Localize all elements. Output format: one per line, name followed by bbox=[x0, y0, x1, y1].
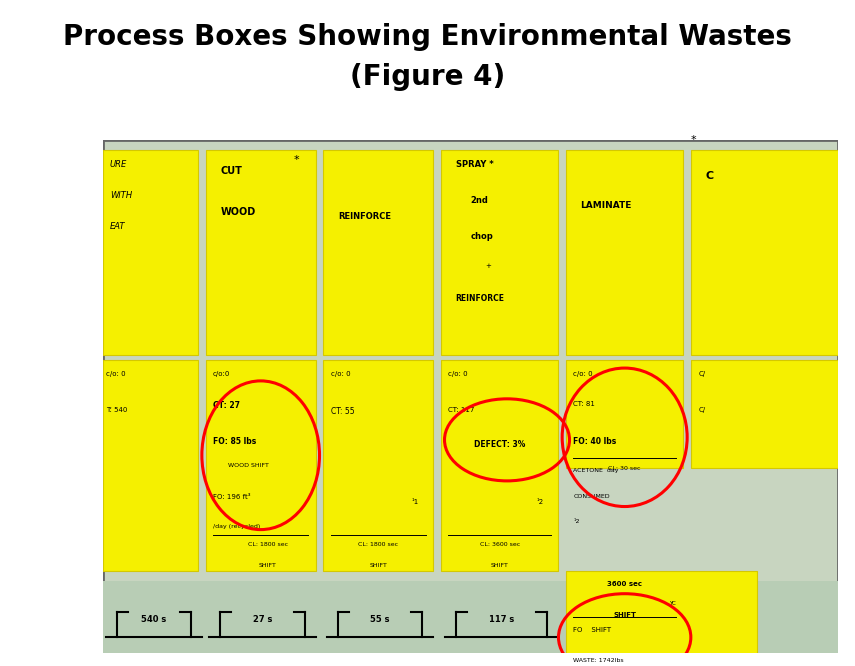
Text: SHIFT: SHIFT bbox=[613, 611, 636, 617]
FancyBboxPatch shape bbox=[103, 581, 838, 653]
Text: C/: C/ bbox=[699, 406, 705, 412]
Text: CT: 81: CT: 81 bbox=[573, 402, 595, 408]
Text: c/o: 0: c/o: 0 bbox=[331, 370, 351, 377]
Text: ¹1: ¹1 bbox=[411, 499, 419, 505]
Text: c/o:0: c/o:0 bbox=[213, 370, 230, 377]
FancyBboxPatch shape bbox=[441, 150, 558, 355]
FancyBboxPatch shape bbox=[323, 360, 433, 571]
Text: CL: 3600 sec: CL: 3600 sec bbox=[480, 542, 520, 547]
Text: CL: 1800 sec: CL: 1800 sec bbox=[248, 542, 288, 547]
Text: ACETONE  day: ACETONE day bbox=[573, 468, 619, 473]
Text: c/o: 0: c/o: 0 bbox=[573, 370, 593, 377]
FancyBboxPatch shape bbox=[566, 571, 757, 666]
Text: REINFORCE: REINFORCE bbox=[456, 294, 504, 303]
Text: 540 s: 540 s bbox=[141, 615, 167, 624]
Text: SHIFT: SHIFT bbox=[369, 563, 387, 568]
Text: c/o: 0: c/o: 0 bbox=[106, 370, 126, 377]
Text: 55 s: 55 s bbox=[370, 615, 390, 624]
Text: C: C bbox=[705, 170, 714, 180]
Text: WOOD: WOOD bbox=[221, 206, 256, 216]
Text: CUT: CUT bbox=[221, 166, 242, 176]
Text: (Figure 4): (Figure 4) bbox=[350, 63, 505, 91]
FancyBboxPatch shape bbox=[691, 150, 838, 355]
Text: /day (recycled): /day (recycled) bbox=[213, 525, 260, 529]
Text: CL: 1800 sec: CL: 1800 sec bbox=[358, 542, 398, 547]
Text: URE: URE bbox=[110, 161, 127, 169]
Text: YC: YC bbox=[669, 601, 675, 607]
Text: +: + bbox=[485, 263, 491, 269]
Text: SHIFT: SHIFT bbox=[491, 563, 509, 568]
Text: WOOD SHIFT: WOOD SHIFT bbox=[227, 463, 268, 468]
Text: 27 s: 27 s bbox=[253, 615, 272, 624]
Text: ¹2: ¹2 bbox=[536, 499, 544, 505]
Text: *: * bbox=[691, 135, 697, 145]
FancyBboxPatch shape bbox=[103, 360, 198, 571]
Text: DEFECT: 3%: DEFECT: 3% bbox=[474, 440, 525, 449]
Text: T: 540: T: 540 bbox=[106, 406, 127, 412]
Text: FO: 85 lbs: FO: 85 lbs bbox=[213, 438, 256, 446]
Text: *: * bbox=[294, 155, 299, 165]
Text: FO: 40 lbs: FO: 40 lbs bbox=[573, 438, 616, 446]
Text: 117 s: 117 s bbox=[489, 615, 514, 624]
FancyBboxPatch shape bbox=[691, 360, 838, 468]
FancyBboxPatch shape bbox=[103, 150, 198, 355]
FancyBboxPatch shape bbox=[323, 150, 433, 355]
Text: CT: 117: CT: 117 bbox=[448, 406, 475, 412]
Text: CL: 30 sec: CL: 30 sec bbox=[609, 466, 641, 470]
Text: 3600 sec: 3600 sec bbox=[607, 581, 642, 587]
Text: FO    SHIFT: FO SHIFT bbox=[573, 627, 611, 633]
Text: CONSUMED: CONSUMED bbox=[573, 494, 610, 499]
Text: EAT: EAT bbox=[110, 222, 126, 231]
FancyBboxPatch shape bbox=[103, 140, 838, 653]
Text: ¹2: ¹2 bbox=[573, 519, 580, 524]
Text: SPRAY *: SPRAY * bbox=[456, 161, 493, 169]
FancyBboxPatch shape bbox=[566, 360, 683, 468]
FancyBboxPatch shape bbox=[205, 360, 315, 571]
Text: c/o: 0: c/o: 0 bbox=[448, 370, 468, 377]
Text: LAMINATE: LAMINATE bbox=[581, 201, 632, 210]
FancyBboxPatch shape bbox=[441, 360, 558, 571]
FancyBboxPatch shape bbox=[205, 150, 315, 355]
Text: FO: 196 ft³: FO: 196 ft³ bbox=[213, 494, 251, 500]
Text: REINFORCE: REINFORCE bbox=[338, 212, 391, 220]
Text: CT: 27: CT: 27 bbox=[213, 402, 240, 410]
Text: WASTE: 1742lbs: WASTE: 1742lbs bbox=[573, 658, 624, 663]
Text: WITH: WITH bbox=[110, 191, 132, 200]
Text: SHIFT: SHIFT bbox=[259, 563, 277, 568]
Text: CT: 55: CT: 55 bbox=[331, 406, 354, 416]
Text: 2nd: 2nd bbox=[470, 196, 488, 205]
Text: Process Boxes Showing Environmental Wastes: Process Boxes Showing Environmental Wast… bbox=[63, 23, 792, 51]
Text: C/: C/ bbox=[699, 370, 705, 377]
Text: chop: chop bbox=[470, 232, 493, 241]
FancyBboxPatch shape bbox=[566, 150, 683, 355]
